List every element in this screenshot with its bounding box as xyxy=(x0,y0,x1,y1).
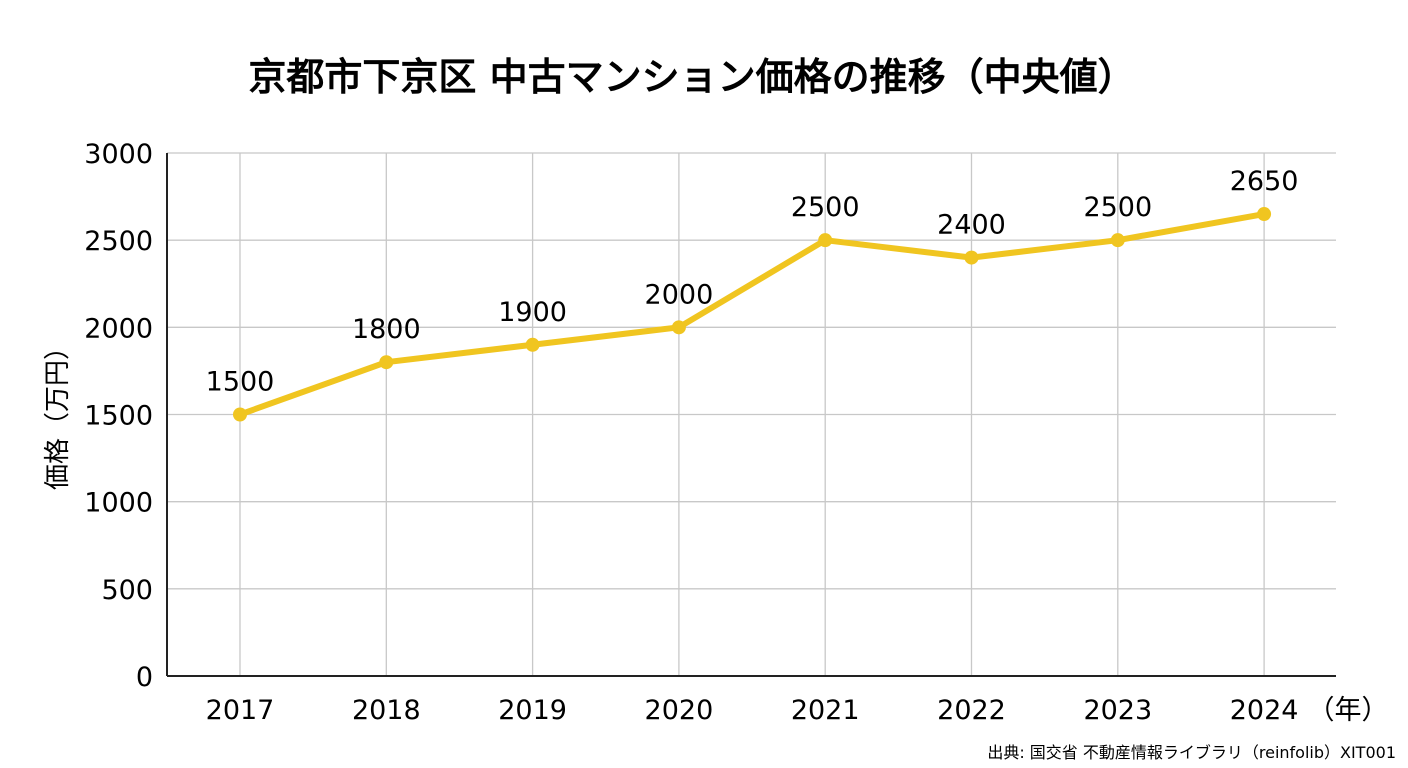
data-label: 1800 xyxy=(352,314,421,345)
data-label: 2500 xyxy=(1083,192,1152,223)
y-tick-label: 2000 xyxy=(84,313,153,344)
data-label: 1500 xyxy=(206,367,275,398)
series-line xyxy=(237,211,1268,418)
data-point xyxy=(1257,207,1272,222)
x-tick-label: 2023 xyxy=(1083,695,1152,726)
y-tick-label: 0 xyxy=(136,662,153,693)
data-point xyxy=(525,337,540,352)
y-axis-label: 価格（万円） xyxy=(43,334,73,490)
data-point xyxy=(818,233,833,248)
data-point xyxy=(379,355,394,370)
x-tick-labels: 2017 2018 2019 2020 2021 2022 2023 2024 xyxy=(206,695,1299,726)
data-point xyxy=(671,320,686,335)
data-label: 2650 xyxy=(1230,166,1299,197)
chart-title: 京都市下京区 中古マンション価格の推移（中央値） xyxy=(248,55,1135,99)
axes xyxy=(166,153,1336,677)
data-label: 2400 xyxy=(937,210,1006,241)
x-tick-label: 2017 xyxy=(206,695,275,726)
data-label: 1900 xyxy=(498,297,567,328)
data-label: 2500 xyxy=(791,192,860,223)
data-labels: 1500 1800 1900 2000 2500 2400 2500 2650 xyxy=(206,166,1299,397)
x-tick-label: 2024 xyxy=(1230,695,1299,726)
x-tick-label: 2021 xyxy=(791,695,860,726)
data-label: 2000 xyxy=(645,279,714,310)
y-tick-label: 3000 xyxy=(84,139,153,170)
source-note: 出典: 国交省 不動産情報ライブラリ（reinfolib）XIT001 xyxy=(987,743,1396,762)
series xyxy=(233,207,1272,422)
y-tick-label: 1000 xyxy=(84,488,153,519)
data-point xyxy=(233,407,247,422)
x-tick-label: 2022 xyxy=(937,695,1006,726)
x-axis-unit: （年） xyxy=(1308,695,1389,726)
y-tick-label: 500 xyxy=(101,575,153,606)
y-tick-labels: 0 500 1000 1500 2000 2500 3000 xyxy=(84,139,153,693)
y-tick-label: 2500 xyxy=(84,226,153,257)
data-point xyxy=(1110,233,1125,248)
x-tick-label: 2020 xyxy=(645,695,714,726)
x-tick-label: 2018 xyxy=(352,695,421,726)
data-point xyxy=(964,250,979,265)
y-tick-label: 1500 xyxy=(84,401,153,432)
x-tick-label: 2019 xyxy=(498,695,567,726)
